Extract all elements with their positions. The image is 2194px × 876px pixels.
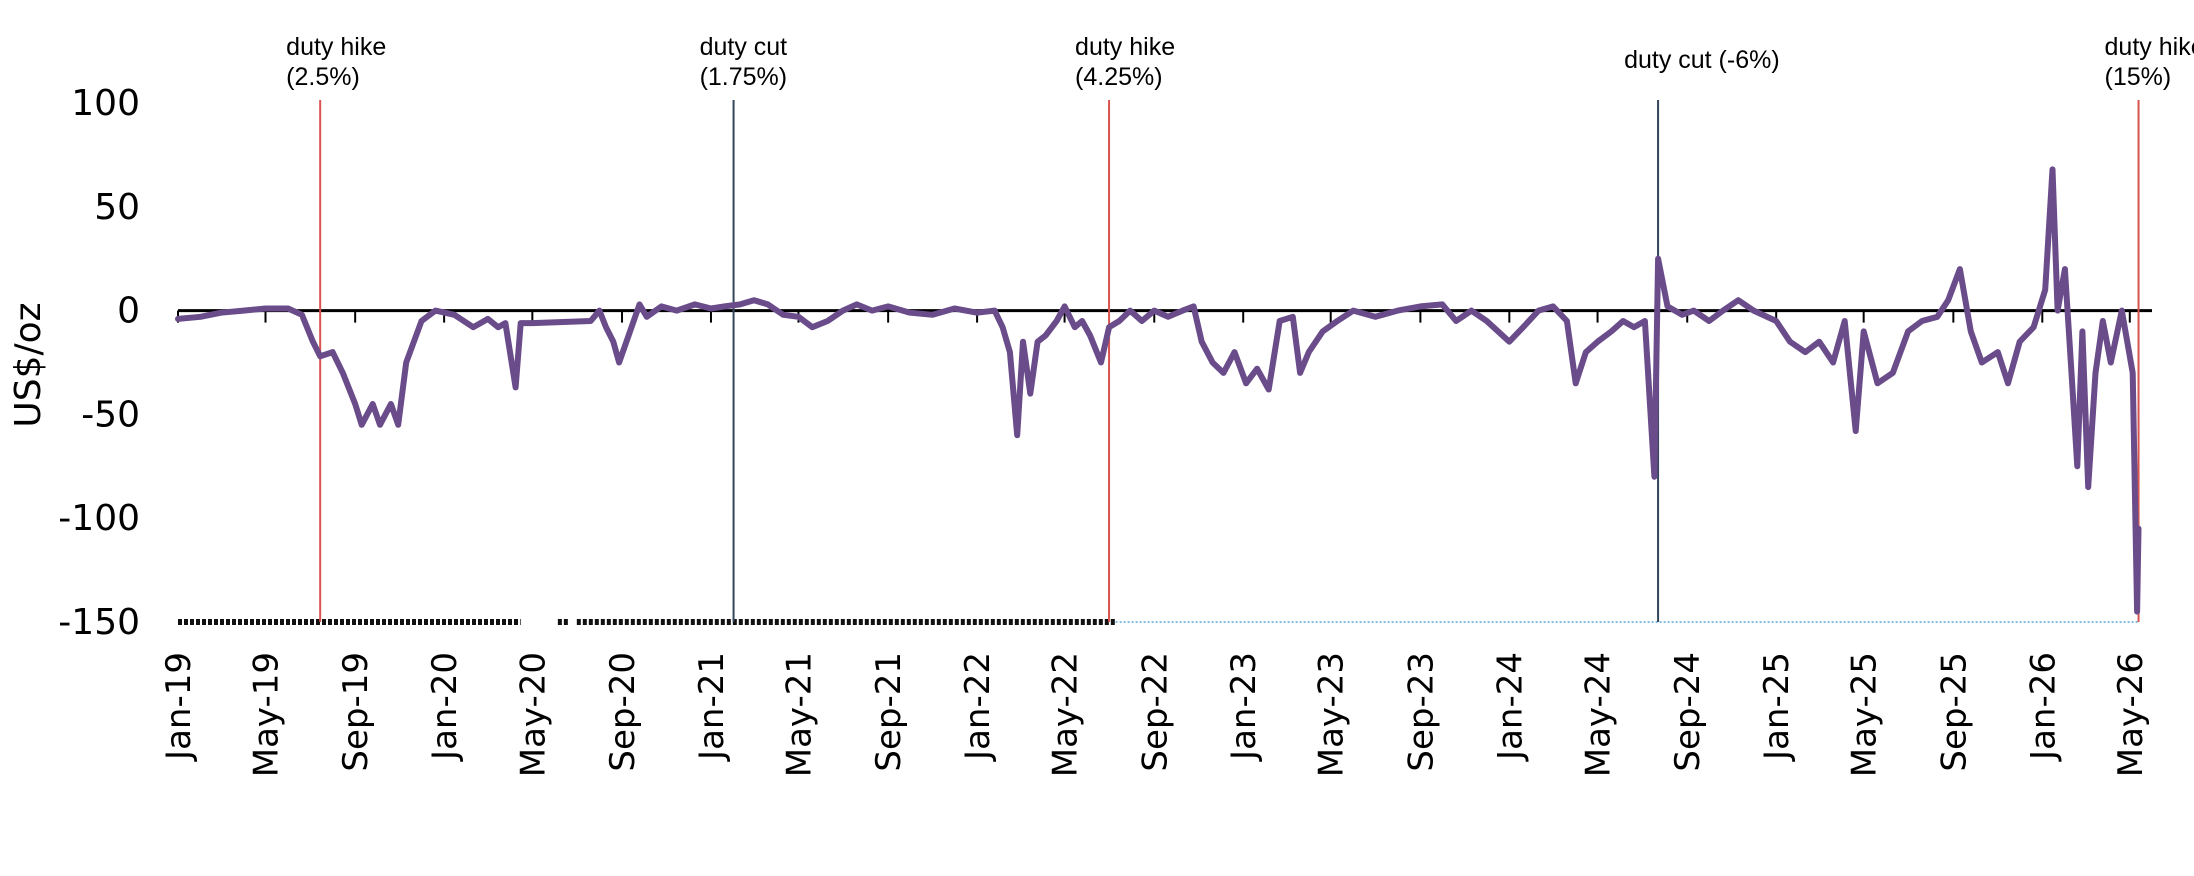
x-tick-label: Jan-20 xyxy=(425,652,465,762)
event-label-line: (1.75%) xyxy=(700,63,788,91)
event-label-line: duty hike xyxy=(2105,33,2194,61)
y-tick-label: 0 xyxy=(117,291,140,332)
x-tick-label: Sep-21 xyxy=(869,652,909,772)
x-tick-label: May-19 xyxy=(246,652,286,777)
y-tick-label: -100 xyxy=(58,498,140,539)
x-tick-label: Sep-25 xyxy=(1934,652,1974,772)
event-label: duty hike(15%) xyxy=(2105,33,2194,91)
x-tick-label: Jan-24 xyxy=(1490,652,1530,762)
event-label-line: duty hike xyxy=(286,33,386,61)
series-line xyxy=(175,166,2142,615)
y-tick-label: -50 xyxy=(81,394,140,435)
event-label-line: (4.25%) xyxy=(1075,63,1163,91)
event-label: duty hike (2.5%) xyxy=(286,33,386,91)
y-tick-label: 50 xyxy=(94,187,140,228)
x-axis: Jan-19 May-19 Sep-19 Jan-20 May-20 Sep-20 Jan-… xyxy=(159,309,2152,777)
y-tick-label: -150 xyxy=(58,602,140,643)
x-tick-label: May-26 xyxy=(2111,652,2151,777)
x-tick-label: May-22 xyxy=(1046,652,1086,777)
event-label-line: duty cut xyxy=(700,33,788,61)
series xyxy=(175,166,2142,615)
x-tick-label: May-21 xyxy=(779,652,819,777)
y-axis: 100 50 0 -50 -100 -150 xyxy=(58,83,140,643)
x-tick-label: May-23 xyxy=(1312,652,1352,777)
x-tick-label: Jan-22 xyxy=(958,652,998,762)
x-tick-label: May-20 xyxy=(513,652,553,777)
event-label-line: (15%) xyxy=(2105,63,2172,91)
annotations: duty hike (2.5%)duty cut (1.75%)duty hike(… xyxy=(286,33,2194,622)
x-tick-label: Jan-23 xyxy=(1224,652,1264,762)
x-tick-label: Jan-21 xyxy=(692,652,732,762)
x-tick-label: Jan-25 xyxy=(1757,652,1797,762)
x-tick-label: Jan-19 xyxy=(159,652,199,762)
event-label: duty cut (-6%) xyxy=(1624,46,1780,74)
event-label: duty hike (4.25%) xyxy=(1075,33,1175,91)
x-tick-label: Sep-22 xyxy=(1135,652,1175,772)
x-tick-label: May-25 xyxy=(1845,652,1885,777)
event-label: duty cut (1.75%) xyxy=(700,33,788,91)
x-tick-label: Sep-24 xyxy=(1668,652,1708,772)
x-tick-label: Jan-26 xyxy=(2023,652,2063,762)
x-tick-label: Sep-23 xyxy=(1401,652,1441,772)
x-tick-label: Sep-19 xyxy=(336,652,376,772)
x-tick-label: May-24 xyxy=(1579,652,1619,777)
y-tick-label: 100 xyxy=(71,83,140,124)
event-label-line: duty cut (-6%) xyxy=(1624,46,1780,74)
event-label-line: duty hike xyxy=(1075,33,1175,61)
y-axis-label: US$/oz xyxy=(8,302,49,427)
x-tick-label: Sep-20 xyxy=(603,652,643,772)
event-label-line: (2.5%) xyxy=(286,63,360,91)
